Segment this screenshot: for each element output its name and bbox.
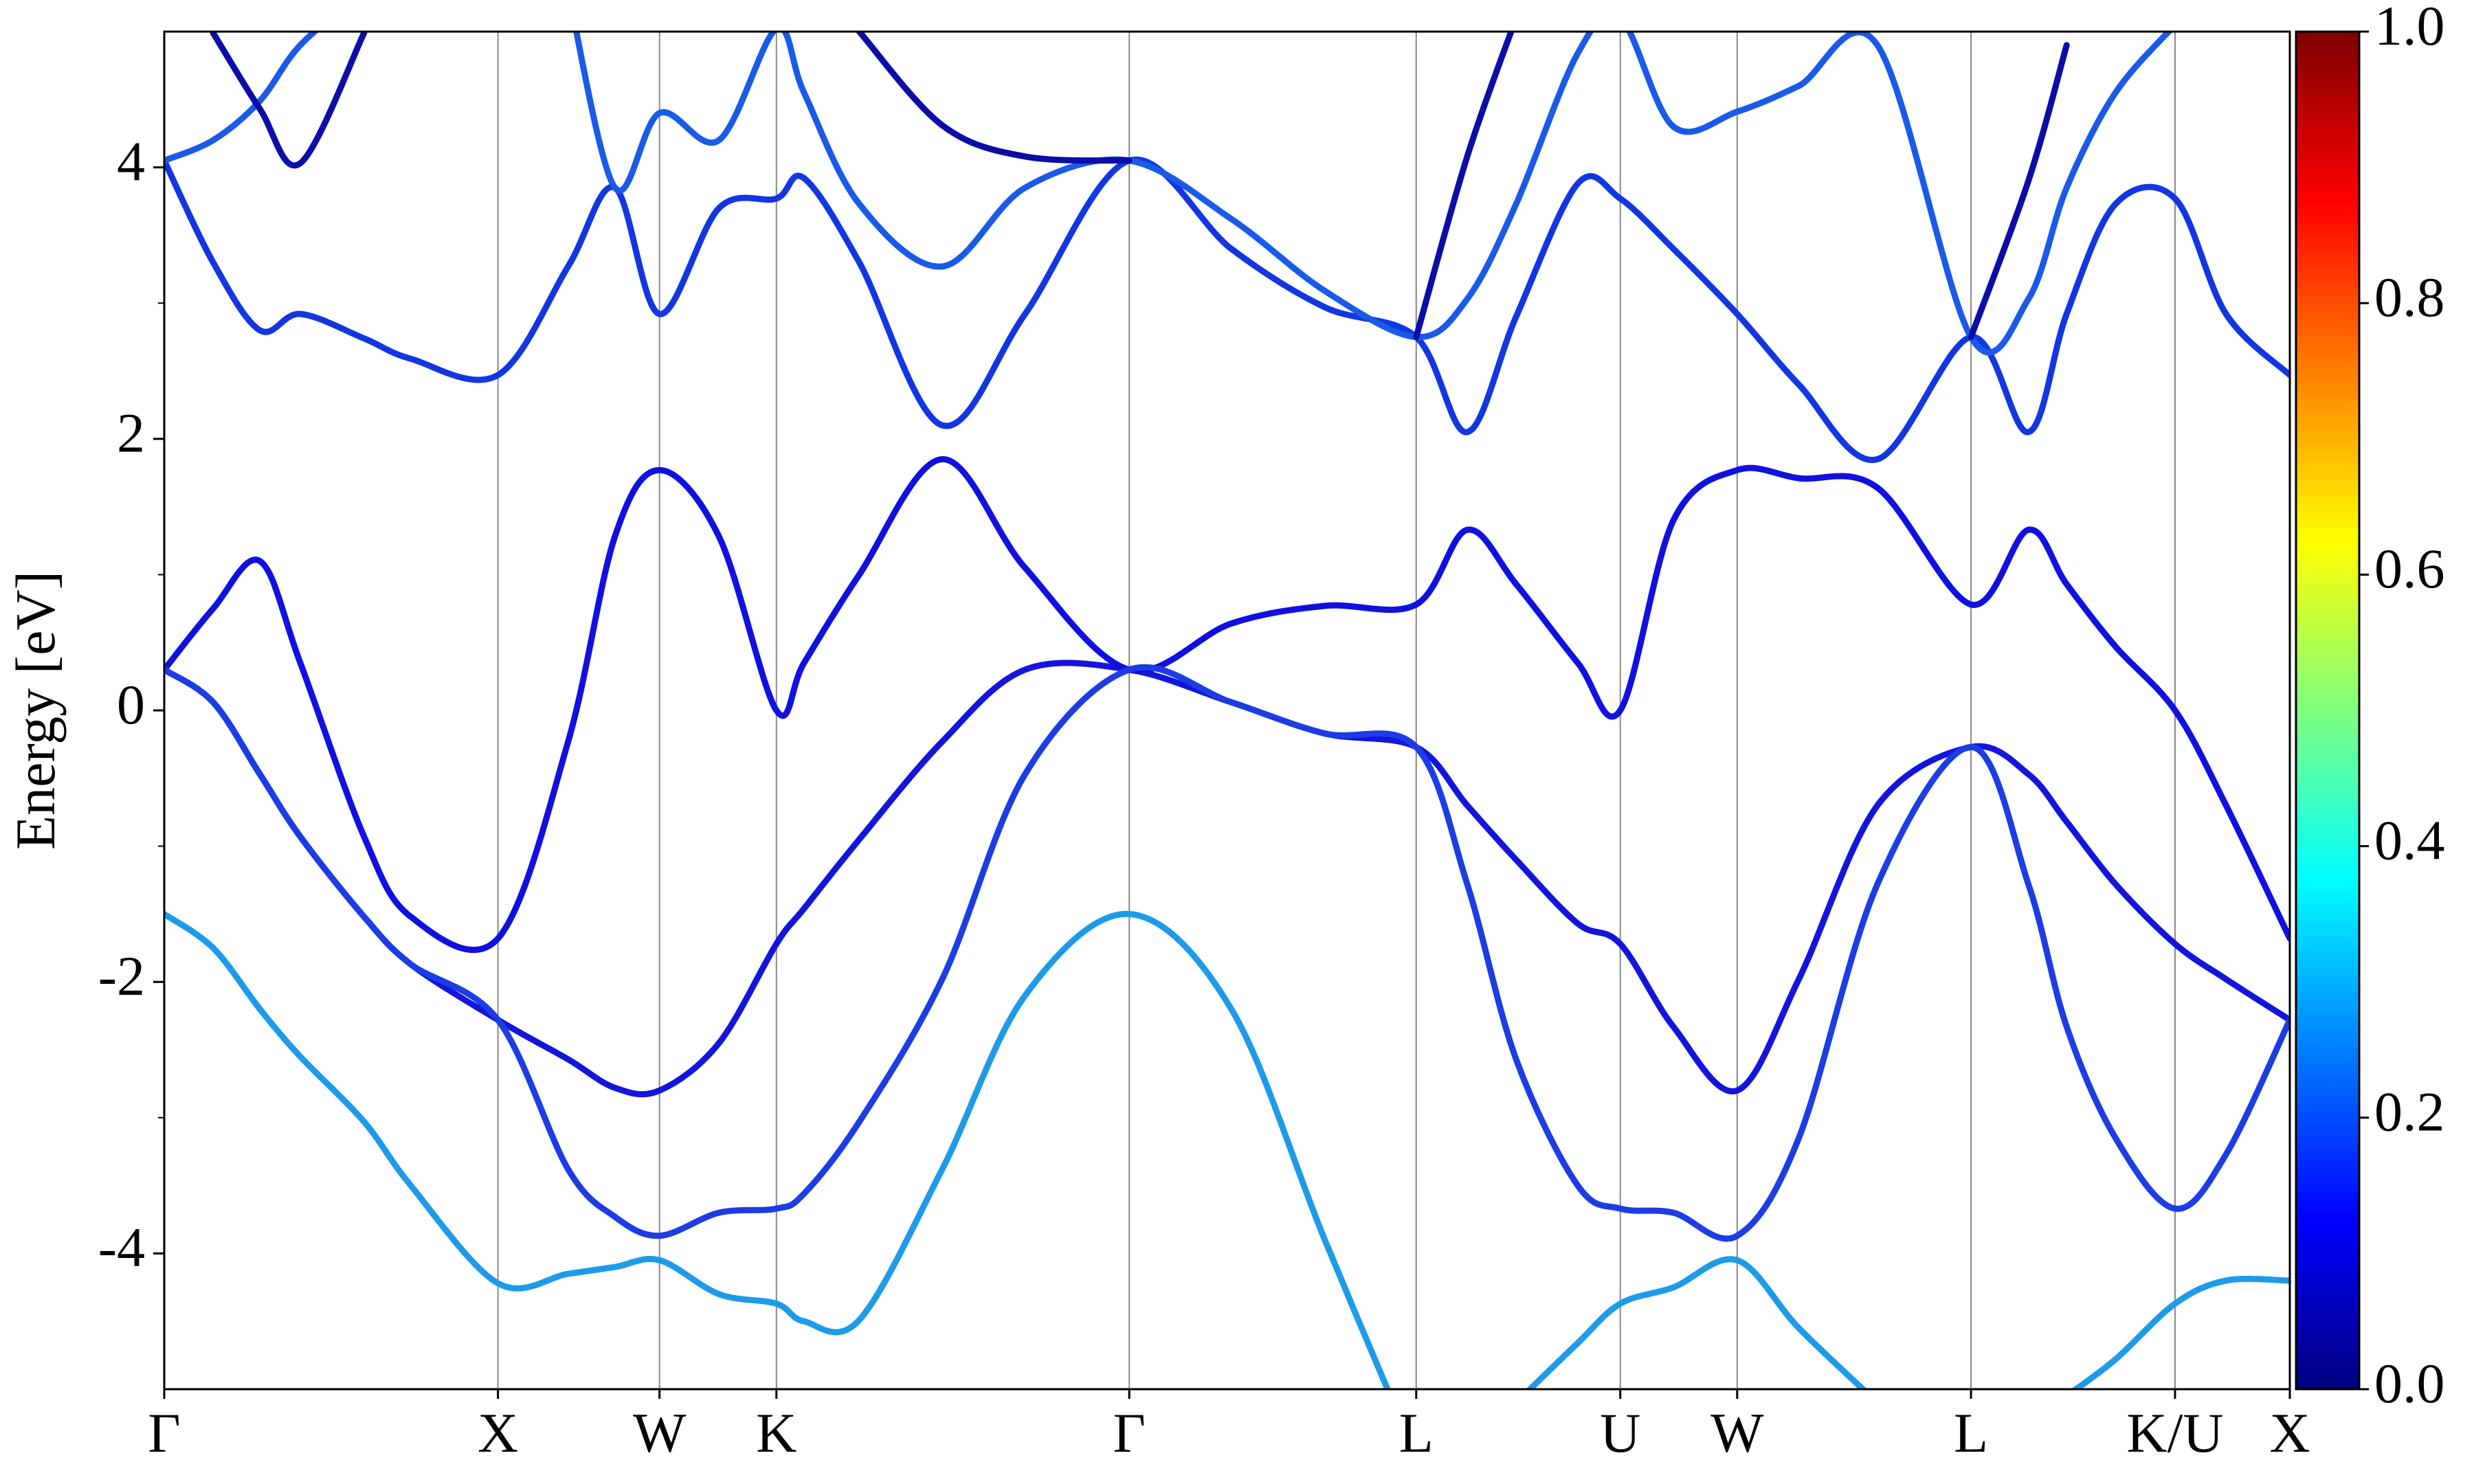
band-line xyxy=(164,910,2290,1389)
plot-frame xyxy=(163,30,2291,1391)
colorbar-tick-label: 0.0 xyxy=(2374,1352,2445,1415)
band-line xyxy=(164,664,2290,1242)
x-tick-label: Γ xyxy=(1113,1402,1146,1464)
x-tick-label: X xyxy=(478,1402,518,1464)
x-tick-label: L xyxy=(1954,1402,1988,1464)
y-tick-label: 2 xyxy=(117,402,145,464)
x-tick-label: Γ xyxy=(148,1402,180,1464)
y-tick-label: 0 xyxy=(117,673,145,736)
colorbar xyxy=(2295,30,2361,1391)
y-tick-label: 4 xyxy=(117,130,145,192)
y-axis-label: Energy [eV] xyxy=(4,571,67,850)
colorbar-tick-label: 0.2 xyxy=(2374,1081,2445,1143)
colorbar-tick-label: 0.6 xyxy=(2374,537,2445,600)
colorbar-tick-label: 0.8 xyxy=(2374,266,2445,328)
y-tick-label: -2 xyxy=(98,945,145,1007)
bands xyxy=(164,32,2290,1389)
x-tick-label: W xyxy=(633,1402,687,1464)
x-tick-label: K/U xyxy=(2126,1402,2223,1464)
x-tick-label: X xyxy=(2269,1402,2310,1464)
band-line xyxy=(164,32,2173,356)
y-tick-label: -4 xyxy=(98,1216,145,1279)
x-tick-label: W xyxy=(1710,1402,1764,1464)
x-tick-label: K xyxy=(756,1402,796,1464)
band-line xyxy=(164,456,2290,954)
colorbar-tick-label: 0.4 xyxy=(2374,809,2445,871)
colorbar-tick-label: 1.0 xyxy=(2374,0,2445,57)
x-tick-label: U xyxy=(1600,1402,1640,1464)
band-line xyxy=(164,156,2290,463)
band-line xyxy=(210,32,2070,341)
x-tick-label: L xyxy=(1399,1402,1434,1464)
